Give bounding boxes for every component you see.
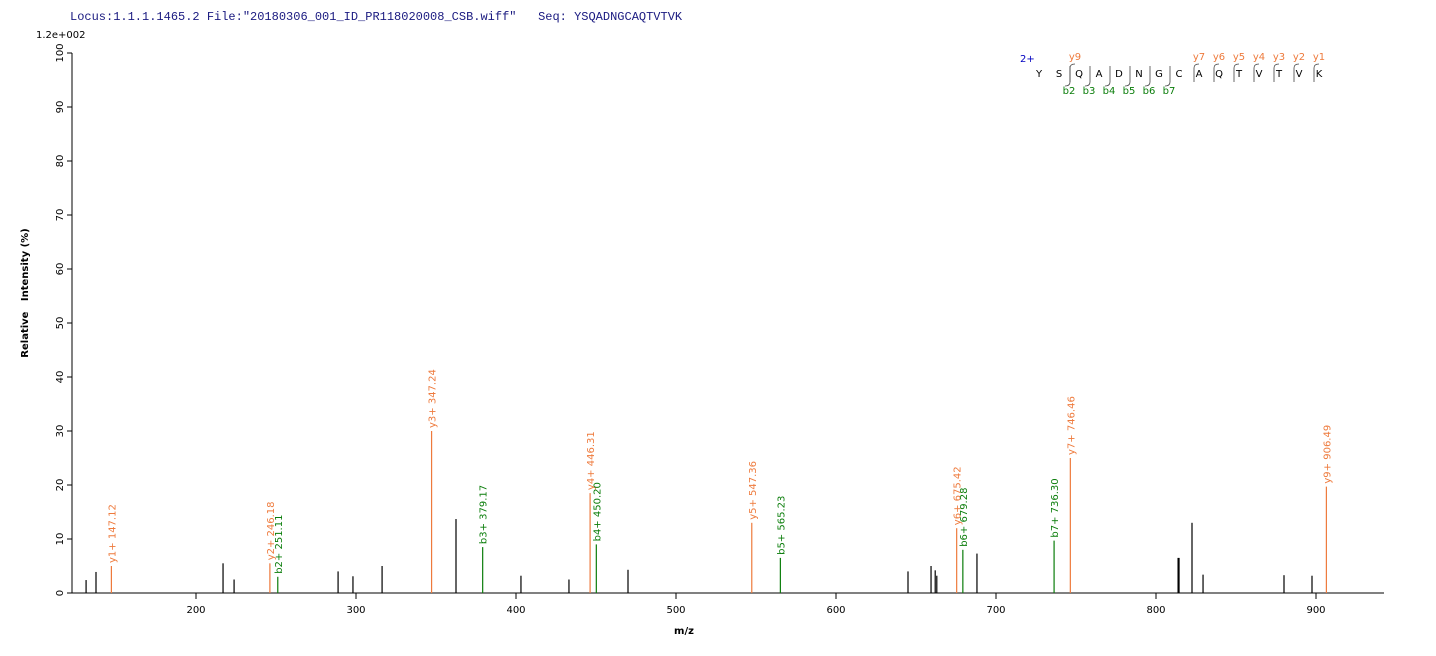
y-ion-mark bbox=[1313, 63, 1320, 82]
peak-label: y6+ 675.42 bbox=[953, 466, 964, 525]
charge-label: 2+ bbox=[1020, 54, 1035, 65]
b-ion-mark bbox=[1084, 66, 1091, 87]
y-tick-label: 0 bbox=[55, 590, 66, 596]
peak-label: y9+ 906.49 bbox=[1322, 425, 1333, 484]
y-tick-label: 70 bbox=[55, 209, 66, 222]
y-ion-label: y9 bbox=[1069, 52, 1081, 63]
b-ion-mark bbox=[1124, 66, 1131, 87]
b-ion-mark bbox=[1064, 66, 1071, 87]
b-ion-label: b5 bbox=[1123, 86, 1136, 97]
residue: Y bbox=[1035, 69, 1043, 80]
y-ion-mark bbox=[1213, 63, 1220, 82]
peak-label: y4+ 446.31 bbox=[586, 431, 597, 490]
x-tick-label: 200 bbox=[186, 605, 205, 616]
y-ion-label: y6 bbox=[1213, 52, 1225, 63]
peak-label: y1+ 147.12 bbox=[107, 504, 118, 563]
y-tick-label: 80 bbox=[55, 155, 66, 168]
residue: D bbox=[1115, 69, 1123, 80]
b-ion-label: b2 bbox=[1063, 86, 1076, 97]
residue: T bbox=[1235, 69, 1243, 80]
residue: V bbox=[1296, 69, 1303, 80]
b-ion-mark bbox=[1164, 66, 1171, 87]
y-tick-label: 90 bbox=[55, 101, 66, 114]
y-ion-mark bbox=[1253, 63, 1260, 82]
b-ion-label: b3 bbox=[1083, 86, 1096, 97]
residue: A bbox=[1096, 69, 1103, 80]
y-ion-label: y7 bbox=[1193, 52, 1205, 63]
peak-label: b6+ 679.28 bbox=[959, 488, 970, 547]
y-ion-label: y1 bbox=[1313, 52, 1325, 63]
residue: S bbox=[1056, 69, 1062, 80]
y-tick-label: 10 bbox=[55, 533, 66, 546]
residue: V bbox=[1256, 69, 1263, 80]
y-ion-mark bbox=[1233, 63, 1240, 82]
y-ion-label: y4 bbox=[1253, 52, 1265, 63]
residue: K bbox=[1316, 69, 1323, 80]
y-tick-label: 100 bbox=[55, 43, 66, 62]
y-ion-mark bbox=[1273, 63, 1280, 82]
b-ion-label: b4 bbox=[1103, 86, 1116, 97]
peak-label: y7+ 746.46 bbox=[1066, 396, 1077, 455]
x-tick-label: 900 bbox=[1306, 605, 1325, 616]
residue: A bbox=[1196, 69, 1203, 80]
residue: Q bbox=[1215, 69, 1223, 80]
peak-label: y3+ 347.24 bbox=[428, 369, 439, 428]
b-ion-label: b6 bbox=[1143, 86, 1156, 97]
residue: T bbox=[1275, 69, 1283, 80]
peak-label: b2+ 251.11 bbox=[274, 515, 285, 574]
y-tick-label: 30 bbox=[55, 425, 66, 438]
residue: N bbox=[1135, 69, 1142, 80]
peak-label: b3+ 379.17 bbox=[479, 485, 490, 544]
x-tick-label: 700 bbox=[986, 605, 1005, 616]
x-tick-label: 400 bbox=[506, 605, 525, 616]
peak-label: y2+ 246.18 bbox=[266, 501, 277, 560]
peak-label: b4+ 450.20 bbox=[592, 482, 603, 541]
x-tick-label: 300 bbox=[346, 605, 365, 616]
y-tick-label: 20 bbox=[55, 479, 66, 492]
y-axis-label: Relative Intensity (%) bbox=[20, 228, 31, 357]
residue: G bbox=[1155, 69, 1163, 80]
x-tick-label: 800 bbox=[1146, 605, 1165, 616]
y-ion-label: y5 bbox=[1233, 52, 1245, 63]
b-ion-mark bbox=[1104, 66, 1111, 87]
peak-label: b5+ 565.23 bbox=[776, 496, 787, 555]
peak-label: y5+ 547.36 bbox=[748, 461, 759, 520]
chart-title: Locus:1.1.1.1465.2 File:"20180306_001_ID… bbox=[70, 10, 683, 24]
x-tick-label: 500 bbox=[666, 605, 685, 616]
y-ion-mark bbox=[1193, 63, 1200, 82]
peak-label: b7+ 736.30 bbox=[1050, 478, 1061, 537]
y-tick-label: 50 bbox=[55, 317, 66, 330]
x-axis-label: m/z bbox=[674, 626, 694, 637]
y-ion-label: y3 bbox=[1273, 52, 1285, 63]
b-ion-mark bbox=[1144, 66, 1151, 87]
y-ion-label: y2 bbox=[1293, 52, 1305, 63]
y-tick-label: 40 bbox=[55, 371, 66, 384]
x-tick-label: 600 bbox=[826, 605, 845, 616]
scale-label: 1.2e+002 bbox=[36, 30, 86, 41]
y-ion-mark bbox=[1293, 63, 1300, 82]
residue: Q bbox=[1075, 69, 1083, 80]
y-tick-label: 60 bbox=[55, 263, 66, 276]
b-ion-label: b7 bbox=[1163, 86, 1176, 97]
residue: C bbox=[1176, 69, 1183, 80]
